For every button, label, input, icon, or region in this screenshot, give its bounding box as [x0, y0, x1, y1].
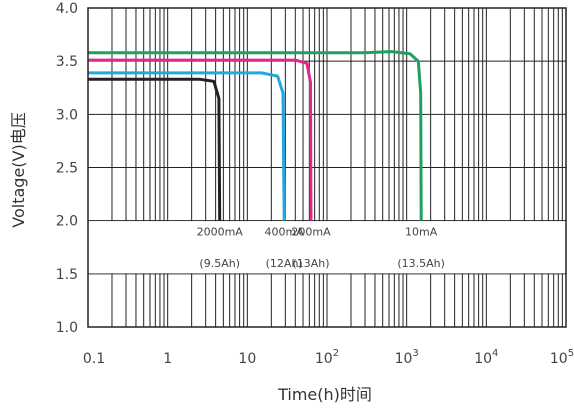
annotation-current: 2000mA — [197, 225, 244, 238]
x-tick-labels: 0.1 1 10 102 103 104 105 — [83, 348, 574, 367]
y-tick-label: 3.0 — [56, 107, 78, 123]
label-band-fill — [89, 221, 565, 274]
x-tick-label: 0.1 — [83, 351, 105, 367]
annotation-capacity: (13Ah) — [292, 257, 329, 270]
x-tick-label: 1 — [163, 351, 172, 367]
annotation-current: 10mA — [405, 225, 438, 238]
plot-frame — [87, 7, 567, 328]
series-line-1 — [88, 77, 222, 221]
plot-border — [87, 7, 567, 328]
y-tick-label: 1.5 — [56, 267, 78, 283]
y-tick-label: 1.0 — [56, 320, 78, 336]
y-axis-title: Voltage(V)电压 — [9, 112, 28, 227]
x-tick-label: 105 — [550, 348, 574, 367]
series-line-3 — [88, 58, 313, 221]
annotations: 2000mA (9.5Ah) 400mA (12Ah) 200mA (13Ah) 10mA (… — [197, 225, 445, 270]
y-tick-label: 4.0 — [56, 1, 78, 17]
label-band — [89, 221, 565, 274]
series-line-4 — [88, 50, 423, 221]
annotation-capacity: (13.5Ah) — [397, 257, 445, 270]
x-tick-label: 10 — [238, 351, 256, 367]
x-axis-title: Time(h)时间 — [277, 385, 372, 404]
x-tick-label: 103 — [395, 348, 419, 367]
series-line-2 — [88, 71, 286, 221]
annotation-current: 200mA — [291, 225, 331, 238]
series-lines — [88, 50, 423, 221]
annotation-capacity: (9.5Ah) — [199, 257, 240, 270]
y-tick-label: 3.5 — [56, 54, 78, 70]
y-tick-labels: 1.0 1.5 2.0 2.5 3.0 3.5 4.0 — [56, 1, 78, 336]
grid — [88, 7, 566, 328]
annotation-capacity: (12Ah) — [266, 257, 303, 270]
x-tick-label: 104 — [474, 348, 498, 367]
annotation-current: 400mA — [265, 225, 305, 238]
y-tick-label: 2.5 — [56, 161, 78, 177]
x-tick-label: 102 — [315, 348, 339, 367]
y-tick-label: 2.0 — [56, 214, 78, 230]
